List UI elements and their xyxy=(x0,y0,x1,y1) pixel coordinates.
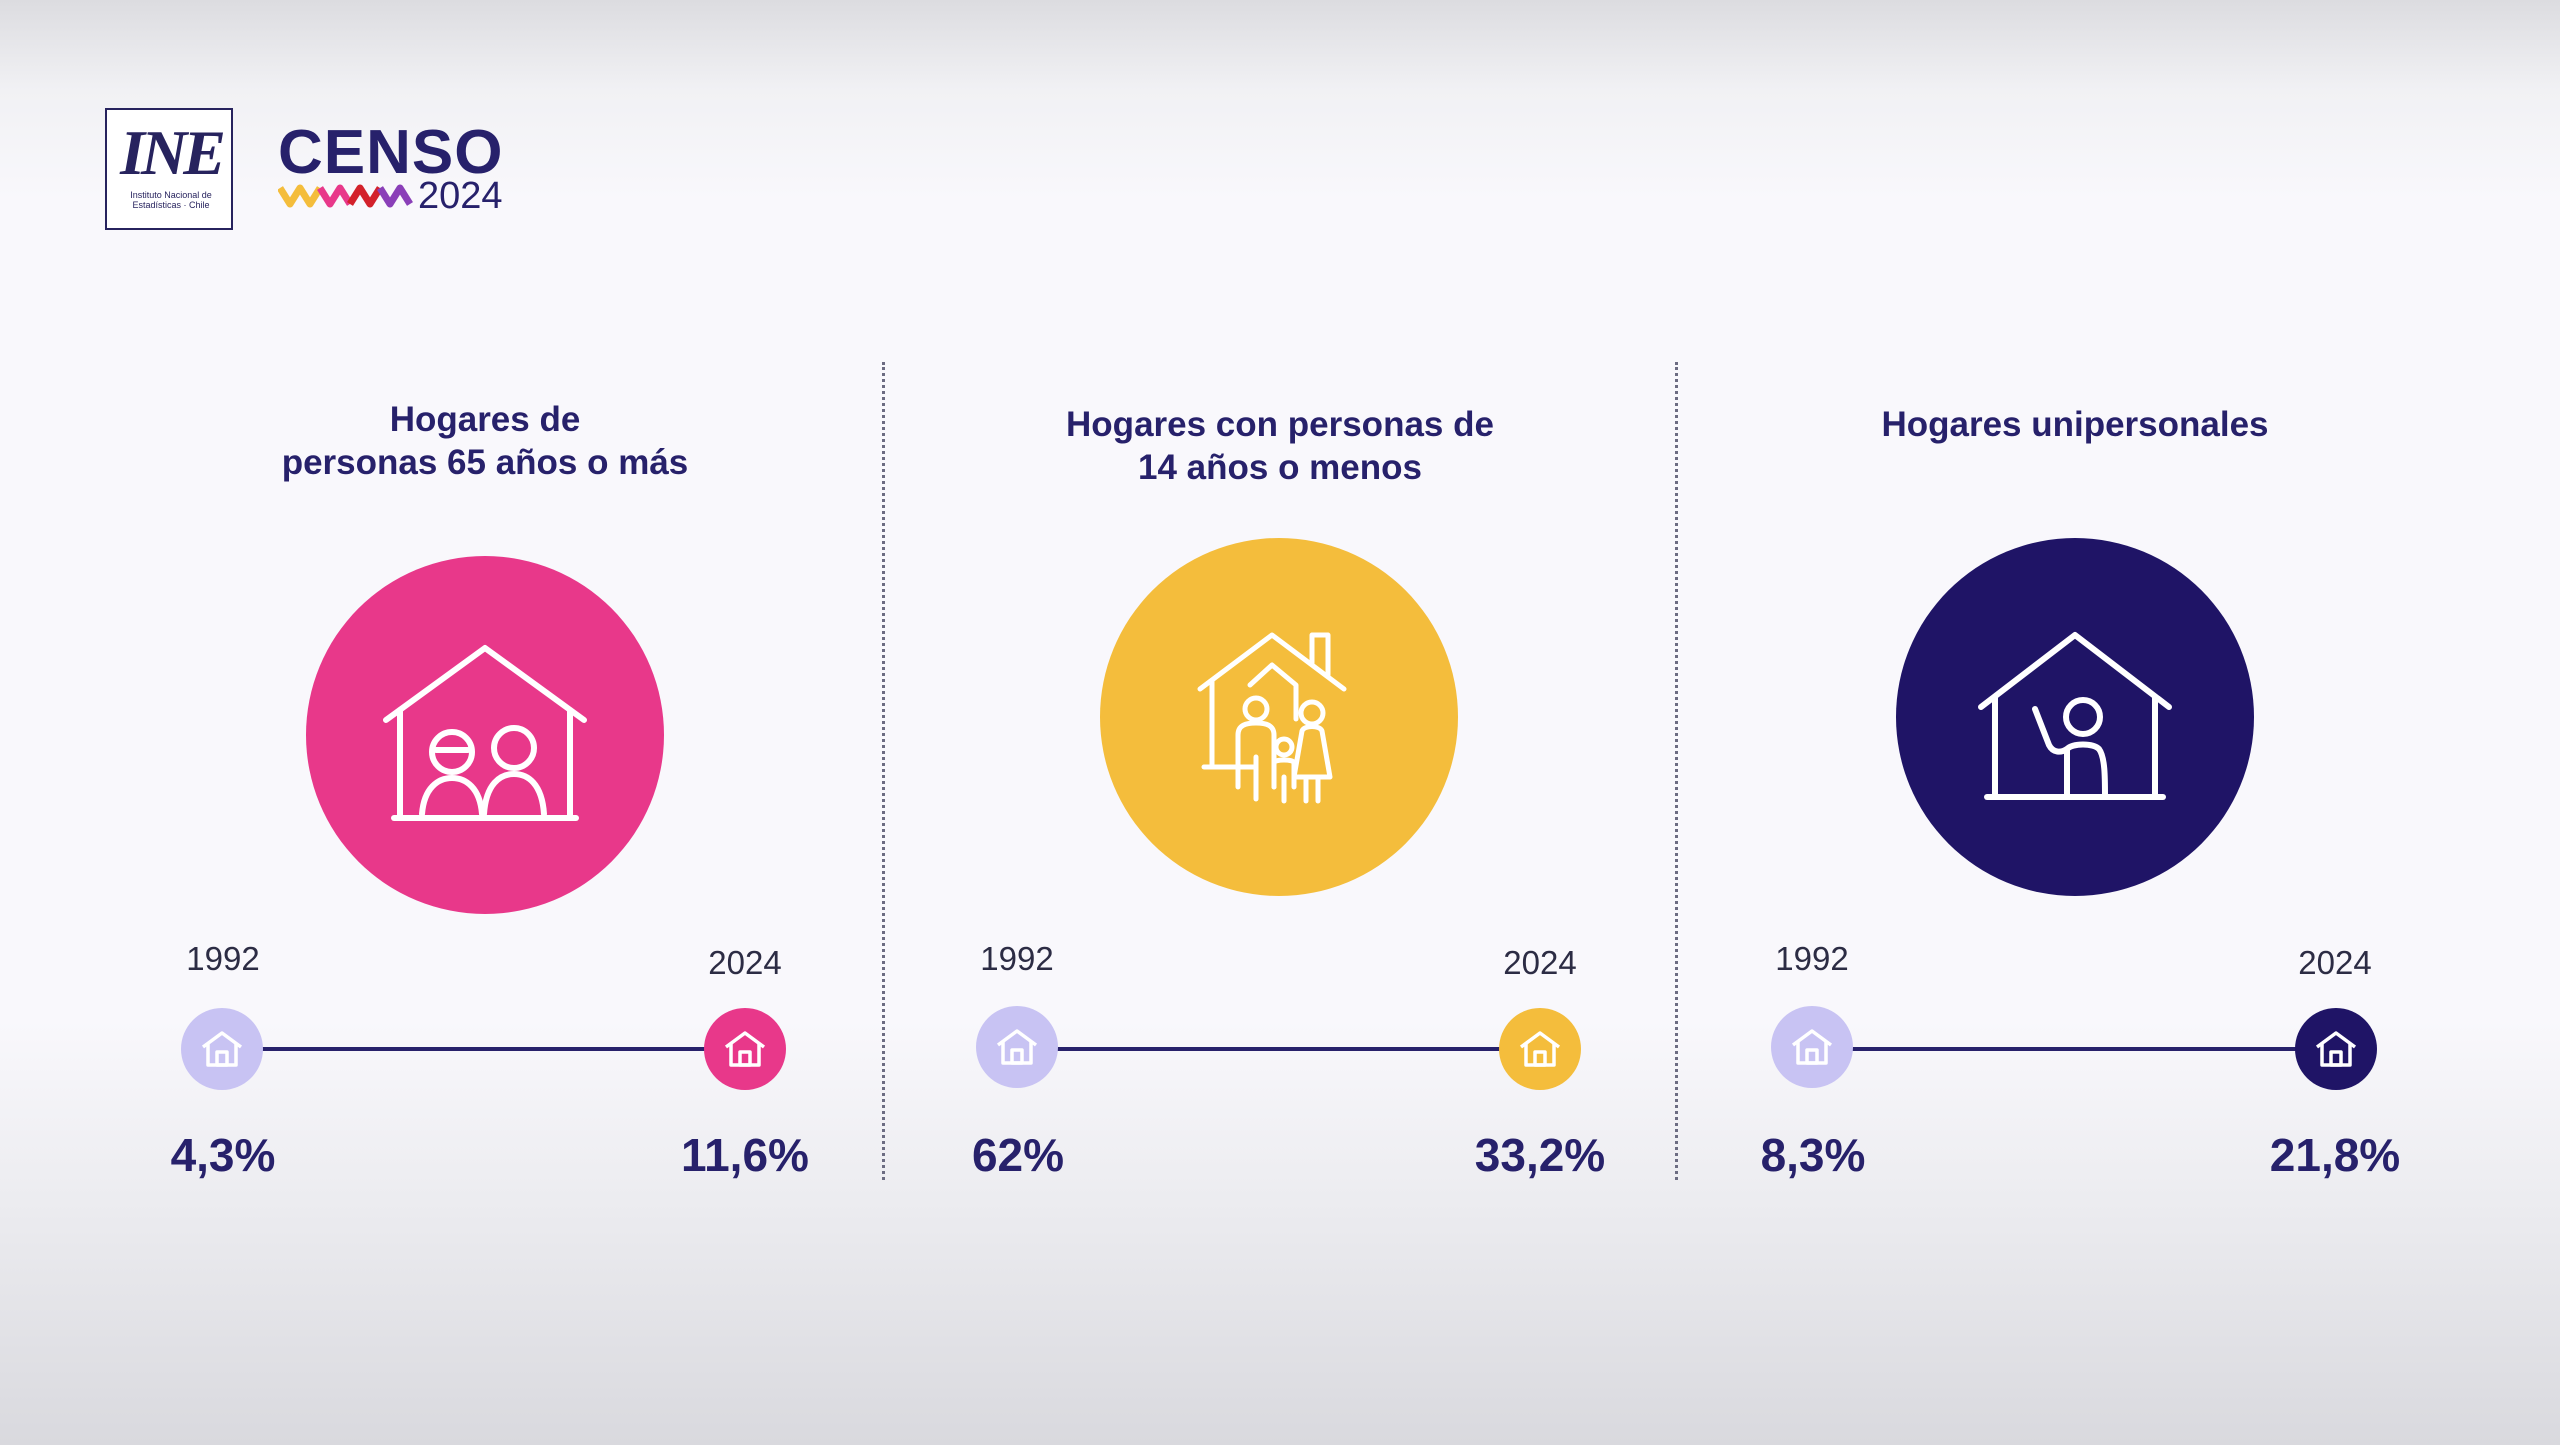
year-start-label: 1992 xyxy=(1775,940,1849,977)
panel-title-line2: 14 años o menos xyxy=(1138,448,1422,487)
ine-logo: INE Instituto Nacional de Estadísticas ·… xyxy=(105,108,233,230)
value-end: 21,8% xyxy=(2269,1129,2401,1181)
panel-elderly-households: Hogares de personas 65 años o más 1992 2… xyxy=(85,0,885,1445)
timeline-end-dot xyxy=(704,1008,786,1090)
value-start: 4,3% xyxy=(170,1129,276,1181)
panel-title: Hogares de personas 65 años o más xyxy=(85,398,885,484)
ine-logo-word: INE xyxy=(117,117,226,188)
value-end: 11,6% xyxy=(681,1129,809,1181)
category-circle xyxy=(1100,538,1458,896)
family-house-icon xyxy=(1197,632,1347,804)
panel-title-line2: personas 65 años o más xyxy=(281,443,689,482)
censo-logo-title: CENSO xyxy=(278,118,504,187)
timeline-line xyxy=(1017,1047,1547,1051)
timeline-start-dot xyxy=(976,1006,1058,1088)
panel-title-line1: Hogares unipersonales xyxy=(1881,405,2269,444)
year-end-label: 2024 xyxy=(2298,944,2372,981)
house-icon xyxy=(2315,1031,2357,1067)
value-end: 33,2% xyxy=(1474,1129,1606,1181)
category-circle xyxy=(1896,538,2254,896)
timeline-line xyxy=(220,1047,750,1051)
year-end-label: 2024 xyxy=(1503,944,1577,981)
panel-single-person-households: Hogares unipersonales 1992 2024 8,3% 21,… xyxy=(1675,0,2475,1445)
panel-divider xyxy=(882,362,885,1180)
timeline-end-dot xyxy=(1499,1008,1581,1090)
single-person-house-icon xyxy=(1978,632,2172,800)
house-icon xyxy=(724,1031,766,1067)
timeline-line xyxy=(1812,1047,2342,1051)
panel-title-line1: Hogares de xyxy=(389,400,581,439)
year-start-label: 1992 xyxy=(980,940,1054,977)
house-icon xyxy=(1791,1029,1833,1065)
ine-logo-subtext: Instituto Nacional de Estadísticas · Chi… xyxy=(130,190,212,210)
panel-children-households: Hogares con personas de 14 años o menos … xyxy=(880,0,1680,1445)
censo-logo-year: 2024 xyxy=(418,175,503,217)
censo-zigzag-icon xyxy=(278,184,413,208)
category-circle xyxy=(306,556,664,914)
panel-title-line1: Hogares con personas de xyxy=(1066,405,1494,444)
panel-title: Hogares con personas de 14 años o menos xyxy=(880,403,1680,489)
house-icon xyxy=(201,1031,243,1067)
timeline-start-dot xyxy=(1771,1006,1853,1088)
house-icon xyxy=(996,1029,1038,1065)
ine-logo-text: INE xyxy=(120,117,226,188)
year-end-label: 2024 xyxy=(708,944,782,981)
timeline-end-dot xyxy=(2295,1008,2377,1090)
panel-divider xyxy=(1675,362,1678,1180)
value-start: 62% xyxy=(971,1129,1065,1181)
elderly-couple-house-icon xyxy=(383,645,587,821)
timeline-start-dot xyxy=(181,1008,263,1090)
value-start: 8,3% xyxy=(1760,1129,1866,1181)
house-icon xyxy=(1519,1031,1561,1067)
panel-title: Hogares unipersonales xyxy=(1675,403,2475,446)
year-start-label: 1992 xyxy=(186,940,260,977)
